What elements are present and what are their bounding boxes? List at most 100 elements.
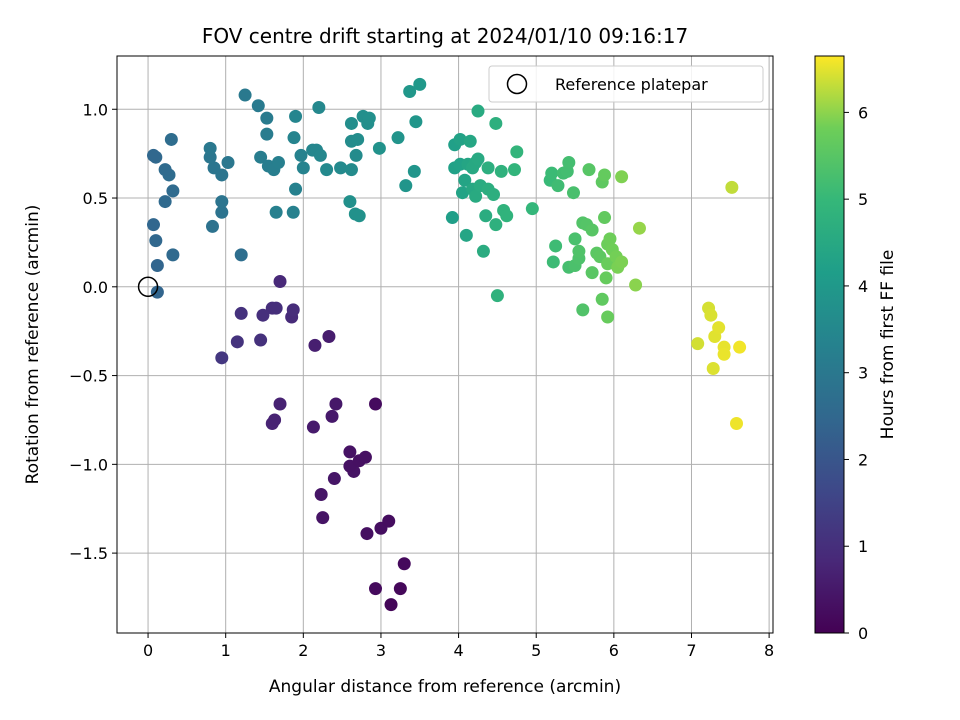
reference-platepar-marker	[137, 276, 159, 298]
legend-box	[488, 65, 764, 103]
colorbar-tick-label: 0	[858, 624, 868, 643]
data-point	[691, 337, 705, 351]
data-point	[576, 303, 590, 317]
data-point	[568, 232, 582, 246]
data-point	[316, 511, 330, 525]
data-point	[234, 248, 248, 262]
data-point	[254, 333, 268, 347]
data-point	[158, 195, 172, 209]
x-tick-label: 7	[686, 641, 696, 660]
legend-label-reference: Reference platepar	[555, 75, 708, 94]
data-point	[704, 308, 718, 322]
x-axis-label: Angular distance from reference (arcmin)	[269, 677, 621, 697]
data-point	[372, 141, 386, 155]
data-point	[308, 338, 322, 352]
data-point	[166, 184, 180, 198]
data-point	[343, 195, 357, 209]
data-point	[463, 134, 477, 148]
data-point	[494, 164, 508, 178]
x-tick-label: 3	[376, 641, 386, 660]
data-point	[256, 308, 270, 322]
plot-frame	[116, 55, 774, 634]
data-point	[585, 266, 599, 280]
y-tick-label: 1.0	[83, 100, 108, 119]
chart-title: FOV centre drift starting at 2024/01/10 …	[202, 24, 688, 48]
data-point	[294, 148, 308, 162]
data-point	[510, 145, 524, 159]
data-point	[717, 347, 731, 361]
data-point	[286, 303, 300, 317]
data-point	[234, 306, 248, 320]
data-point	[566, 186, 580, 200]
data-point	[595, 292, 609, 306]
data-point	[146, 148, 160, 162]
data-point	[407, 164, 421, 178]
data-point	[289, 182, 303, 196]
data-point	[215, 205, 229, 219]
data-point	[545, 166, 559, 180]
data-point	[632, 221, 646, 235]
data-point	[296, 161, 310, 175]
data-point	[314, 488, 328, 502]
x-tick-label: 4	[453, 641, 463, 660]
data-point	[384, 598, 398, 612]
y-axis-ticks: −1.5 −1.0 −0.5 0.0 0.5 1.0	[69, 100, 117, 563]
data-point	[358, 450, 372, 464]
data-point	[599, 271, 613, 285]
data-point	[273, 397, 287, 411]
data-point	[525, 202, 539, 216]
data-point	[286, 205, 300, 219]
y-tick-label: 0.5	[83, 189, 108, 208]
data-point	[601, 257, 615, 271]
data-point	[360, 527, 374, 541]
y-tick-label: −0.5	[69, 367, 108, 386]
data-points	[137, 77, 747, 612]
data-point	[205, 219, 219, 233]
data-point	[476, 244, 490, 258]
y-tick-label: −1.5	[69, 544, 108, 563]
data-point	[471, 152, 485, 166]
legend: Reference platepar	[488, 65, 764, 103]
colorbar-tick-label: 1	[858, 537, 868, 556]
data-point	[458, 173, 472, 187]
data-point	[601, 310, 615, 324]
data-point	[289, 109, 303, 123]
grid-lines	[117, 56, 773, 633]
data-point	[712, 321, 726, 335]
data-point	[313, 148, 327, 162]
data-point	[479, 209, 493, 223]
colorbar-tick-label: 4	[858, 277, 868, 296]
data-point	[445, 211, 459, 225]
data-point	[203, 141, 217, 155]
data-point	[221, 156, 235, 170]
data-point	[166, 248, 180, 262]
data-point	[322, 330, 336, 344]
data-point	[409, 115, 423, 129]
data-point	[551, 179, 565, 193]
data-point	[455, 186, 469, 200]
data-point	[453, 132, 467, 146]
data-point	[490, 289, 504, 303]
data-point	[487, 187, 501, 201]
data-point	[352, 209, 366, 223]
data-point	[150, 285, 164, 299]
data-point	[343, 445, 357, 459]
data-point	[459, 228, 473, 242]
data-point	[149, 234, 163, 248]
data-point	[469, 189, 483, 203]
colorbar-tick-label: 3	[858, 364, 868, 383]
y-tick-label: 0.0	[83, 278, 108, 297]
data-point	[471, 104, 485, 118]
data-point	[549, 239, 563, 253]
data-point	[344, 116, 358, 130]
data-point	[164, 132, 178, 146]
data-point	[546, 255, 560, 269]
data-point	[306, 420, 320, 434]
data-point	[269, 205, 283, 219]
data-point	[362, 111, 376, 125]
colorbar-tick-label: 5	[858, 190, 868, 209]
data-point	[730, 417, 744, 431]
data-point	[598, 168, 612, 182]
data-point	[629, 278, 643, 292]
data-point	[413, 77, 427, 91]
